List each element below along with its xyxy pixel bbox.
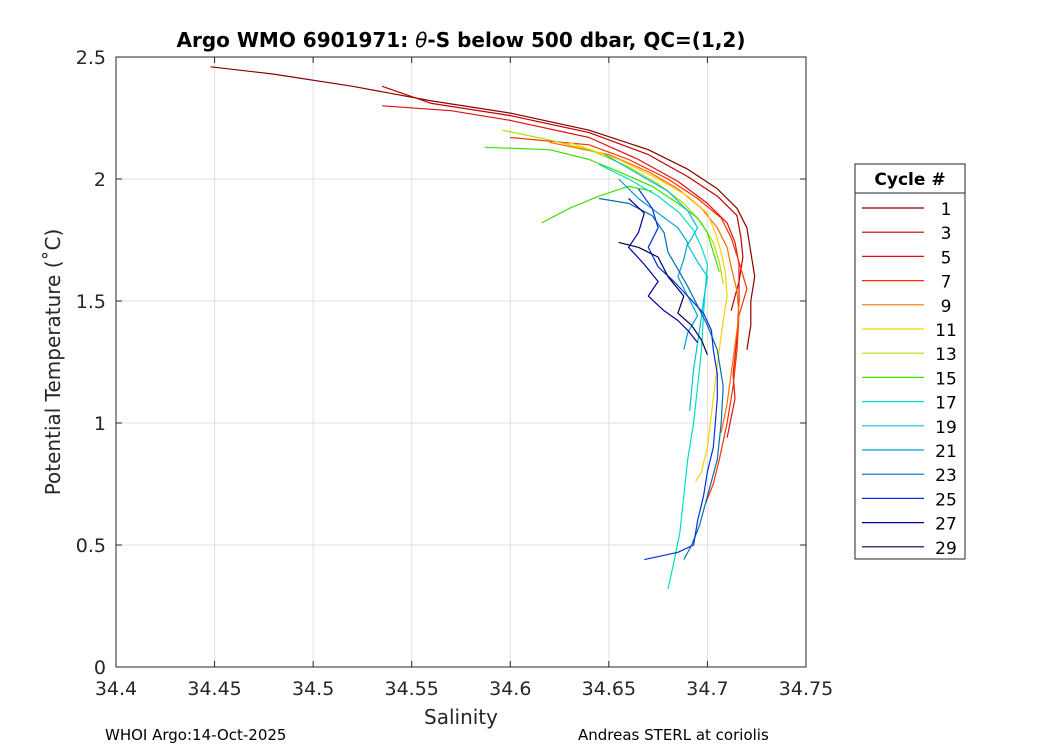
series-cycle-9 xyxy=(549,141,740,433)
series-cycle-27 xyxy=(627,198,699,343)
y-axis: 0 0.5 1 1.5 2 2.5 xyxy=(76,47,806,679)
legend-label: 1 xyxy=(941,200,952,220)
footer-right: Andreas STERL at coriolis xyxy=(578,726,769,744)
legend-label: 29 xyxy=(935,539,957,559)
legend-title: Cycle # xyxy=(874,170,945,190)
y-tick-label: 1 xyxy=(94,413,106,435)
legend-label: 21 xyxy=(935,442,957,462)
legend-label: 11 xyxy=(935,321,957,341)
plot-frame xyxy=(115,56,807,668)
x-tick-label: 34.75 xyxy=(779,678,833,700)
legend-label: 15 xyxy=(935,369,957,389)
legend-label: 5 xyxy=(941,248,952,268)
series-cycle-15b xyxy=(541,185,653,224)
legend-label: 7 xyxy=(941,273,952,293)
x-tick-label: 34.65 xyxy=(582,678,636,700)
legend-box xyxy=(854,163,966,560)
legend-label: 17 xyxy=(935,394,957,414)
x-tick-label: 34.4 xyxy=(95,678,137,700)
x-tick-label: 34.5 xyxy=(292,678,334,700)
y-tick-label: 1.5 xyxy=(76,291,106,313)
series-cycle-7 xyxy=(510,136,748,504)
legend-label: 3 xyxy=(941,224,952,244)
x-tick-label: 34.6 xyxy=(489,678,531,700)
legend-label: 25 xyxy=(935,490,957,510)
series-cycle-23 xyxy=(598,197,724,560)
x-axis-label: Salinity xyxy=(424,705,498,729)
series-cycle-11 xyxy=(569,141,728,482)
legend-label: 23 xyxy=(935,466,957,486)
series-group xyxy=(210,66,756,590)
chart-title: Argo WMO 6901971: θ-S below 500 dbar, QC… xyxy=(177,28,746,52)
series-cycle-1 xyxy=(210,66,756,350)
legend-label: 13 xyxy=(935,345,957,365)
series-cycle-25 xyxy=(637,188,718,561)
x-tick-label: 34.55 xyxy=(385,678,439,700)
plot-area xyxy=(116,57,806,667)
y-axis-label: Potential Temperature (˚C) xyxy=(41,229,65,496)
series-cycle-29 xyxy=(618,241,708,355)
x-axis: 34.4 34.45 34.5 34.55 34.6 34.65 34.7 34.75 xyxy=(95,57,833,700)
series-cycle-3 xyxy=(381,85,744,311)
footer-left: WHOI Argo:14-Oct-2025 xyxy=(105,726,287,744)
y-tick-label: 0 xyxy=(94,657,106,679)
series-cycle-5 xyxy=(382,105,740,438)
y-tick-label: 2.5 xyxy=(76,47,106,69)
y-tick-label: 2 xyxy=(94,169,106,191)
legend-label: 27 xyxy=(935,515,957,535)
x-tick-label: 34.7 xyxy=(686,678,728,700)
series-cycle-19 xyxy=(604,154,709,411)
legend-label: 19 xyxy=(935,418,957,438)
y-tick-label: 0.5 xyxy=(76,535,106,557)
x-tick-label: 34.45 xyxy=(187,678,241,700)
series-cycle-15 xyxy=(484,146,720,272)
legend-label: 9 xyxy=(941,297,952,317)
